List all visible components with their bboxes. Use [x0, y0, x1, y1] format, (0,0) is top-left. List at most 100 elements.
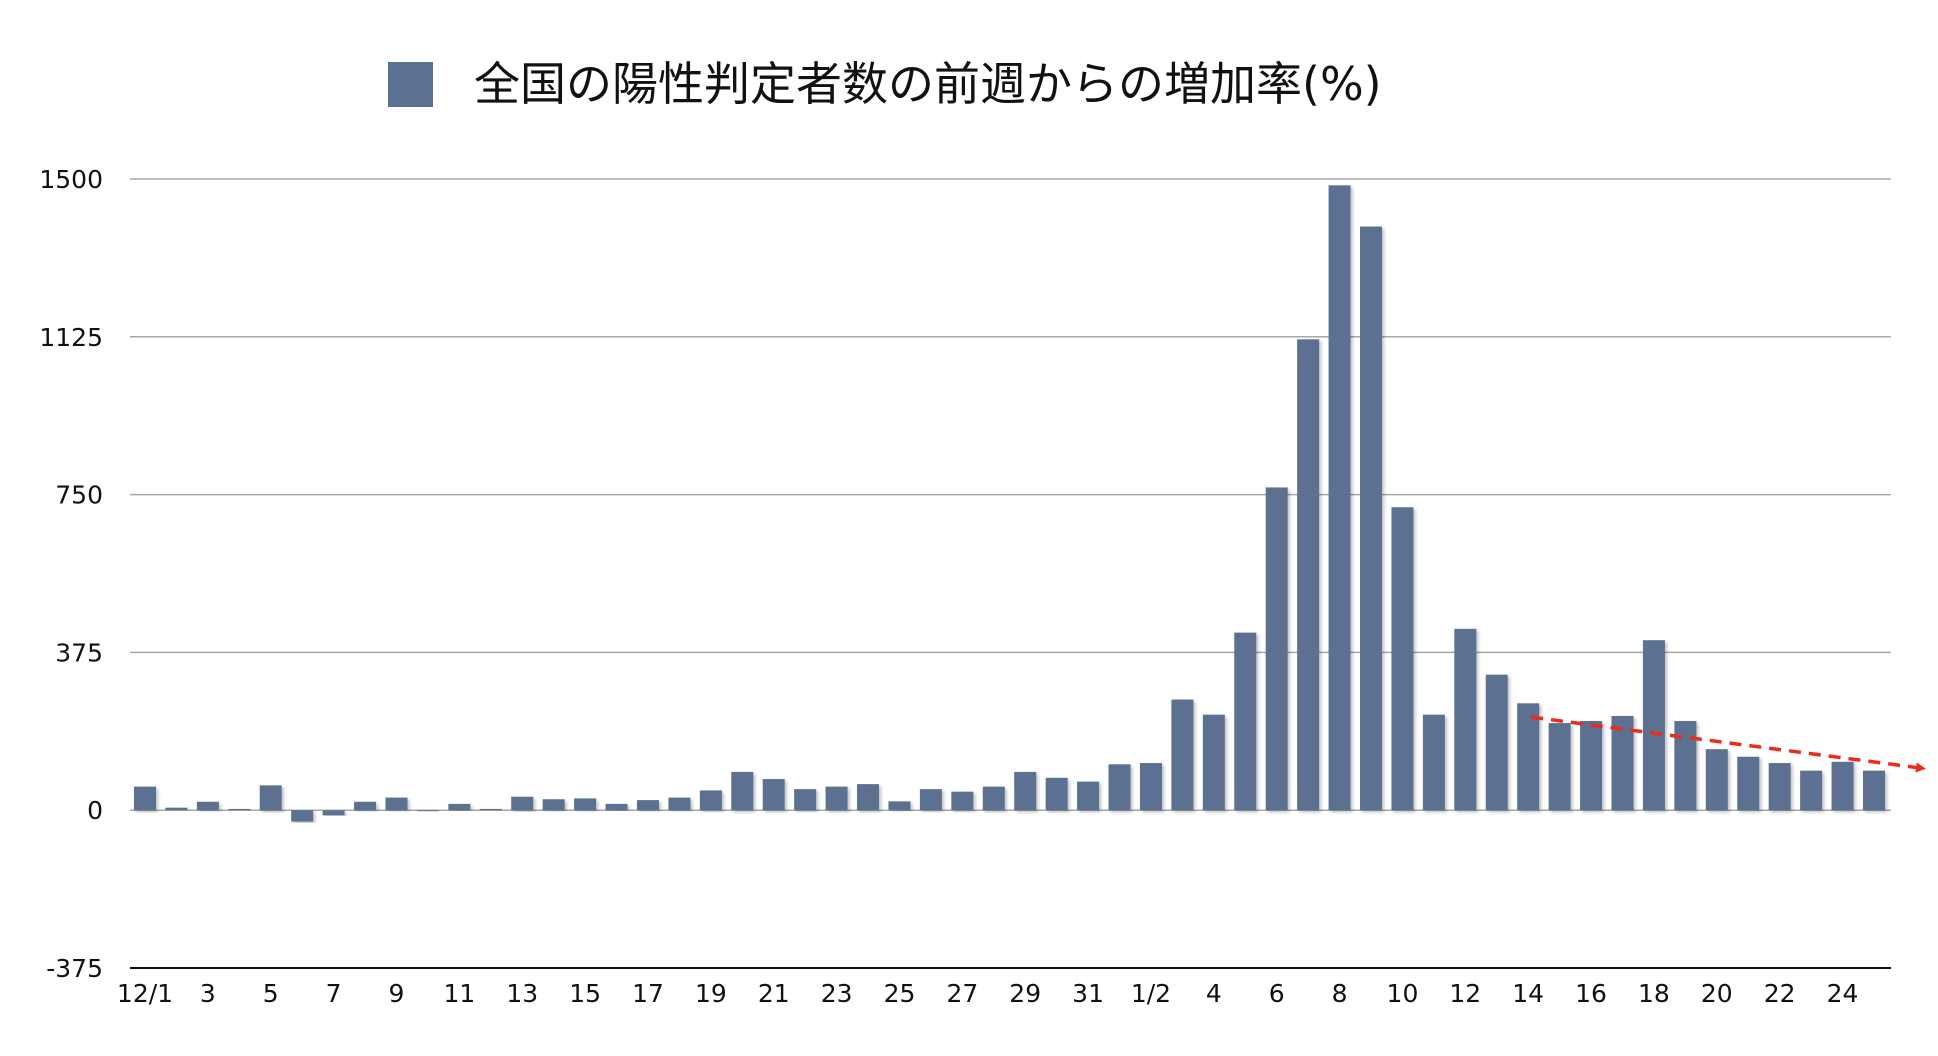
- bar-12-17: [636, 800, 659, 811]
- bar-12-24: [857, 784, 880, 811]
- y-axis-ticks: -375 0 375 750 1125 1500: [39, 165, 103, 983]
- x-tick-label: 24: [1827, 979, 1859, 1008]
- x-tick-label: 1/2: [1131, 979, 1171, 1008]
- x-tick-label: 15: [569, 979, 601, 1008]
- bar-12-10: [416, 810, 439, 812]
- bar-1-22: [1768, 763, 1791, 811]
- x-tick-label: 14: [1512, 979, 1544, 1008]
- x-tick-label: 20: [1701, 979, 1733, 1008]
- legend-swatch: [388, 62, 433, 107]
- x-tick-label: 8: [1332, 979, 1348, 1008]
- y-tick-label: 750: [55, 481, 103, 510]
- bar-12-13: [511, 796, 534, 811]
- x-tick-label: 31: [1072, 979, 1104, 1008]
- x-tick-label: 16: [1575, 979, 1607, 1008]
- chart-legend: 全国の陽性判定者数の前週からの増加率(%): [388, 57, 1382, 111]
- bar-12-4: [228, 808, 251, 811]
- y-tick-label: 1125: [39, 323, 103, 352]
- bar-1-20: [1705, 749, 1728, 811]
- bar-12-11: [448, 803, 471, 811]
- bar-12-30: [1045, 777, 1068, 811]
- x-tick-label: 4: [1206, 979, 1222, 1008]
- bars: [134, 185, 1885, 822]
- x-tick-label: 17: [632, 979, 664, 1008]
- gridlines: [130, 178, 1891, 811]
- bar-12-21: [762, 779, 785, 811]
- x-tick-label: 10: [1387, 979, 1419, 1008]
- bar-12-6: [291, 810, 314, 822]
- bar-1-6: [1265, 487, 1288, 811]
- bar-1-24: [1831, 761, 1854, 811]
- bar-1-16: [1580, 720, 1603, 811]
- bar-1-18: [1642, 640, 1665, 811]
- bar-1-2: [1139, 763, 1162, 811]
- bar-1-9: [1360, 226, 1383, 811]
- x-tick-label: 25: [884, 979, 916, 1008]
- bar-12-31: [1077, 781, 1100, 811]
- x-tick-label: 9: [389, 979, 405, 1008]
- x-tick-label: 23: [821, 979, 853, 1008]
- y-tick-label: 1500: [39, 165, 103, 194]
- bar-12-26: [919, 789, 942, 811]
- x-tick-label: 12: [1449, 979, 1481, 1008]
- bar-1-25: [1863, 770, 1885, 811]
- bar-12-15: [574, 798, 597, 811]
- bar-12-8: [354, 801, 377, 811]
- bar-12-9: [385, 797, 408, 811]
- bar-12-20: [731, 771, 754, 811]
- y-tick-label: -375: [46, 954, 103, 983]
- x-tick-label: 5: [263, 979, 279, 1008]
- x-tick-label: 19: [695, 979, 727, 1008]
- bar-1-21: [1737, 756, 1760, 811]
- bar-1-4: [1202, 714, 1225, 811]
- bar-12-19: [699, 790, 722, 811]
- x-tick-label: 21: [758, 979, 790, 1008]
- bar-12-7: [322, 810, 345, 816]
- bar-1-15: [1548, 723, 1571, 811]
- bar-1-7: [1297, 339, 1320, 811]
- bar-1-1: [1108, 764, 1131, 811]
- bar-1-11: [1422, 714, 1445, 811]
- bar-1-14: [1517, 703, 1540, 811]
- bar-12-22: [794, 789, 817, 811]
- bar-12-28: [982, 786, 1005, 811]
- x-tick-label: 11: [443, 979, 475, 1008]
- bar-1-10: [1391, 507, 1414, 811]
- x-tick-label: 13: [506, 979, 538, 1008]
- bar-1-19: [1674, 720, 1697, 811]
- y-tick-label: 0: [87, 796, 103, 825]
- bar-12-29: [1014, 771, 1037, 811]
- bar-1-5: [1234, 632, 1257, 811]
- bar-1-8: [1328, 185, 1351, 811]
- x-tick-label: 22: [1764, 979, 1796, 1008]
- bar-12-23: [825, 786, 848, 811]
- bar-12-2: [165, 807, 188, 811]
- trend-annotation: [1530, 715, 1926, 773]
- bar-12-1: [134, 786, 156, 811]
- bar-12-27: [951, 791, 974, 811]
- bar-12-25: [888, 801, 911, 811]
- x-axis-ticks: 12/1 3 5 7 9 11 13 15 17 19 21 23 25 27 29 31 1/2 4 6 8 10 12…: [117, 979, 1859, 1008]
- bar-1-13: [1485, 674, 1508, 811]
- trend-arrow: [1530, 715, 1926, 773]
- bar-1-23: [1800, 770, 1823, 811]
- bar-1-3: [1171, 699, 1194, 811]
- x-tick-label: 18: [1638, 979, 1670, 1008]
- bar-12-3: [196, 801, 219, 811]
- x-tick-label: 6: [1269, 979, 1285, 1008]
- bar-12-14: [542, 799, 565, 811]
- bar-1-17: [1611, 715, 1634, 811]
- x-tick-label: 29: [1009, 979, 1041, 1008]
- bar-12-5: [259, 785, 282, 811]
- x-tick-label: 7: [326, 979, 342, 1008]
- bar-12-16: [605, 803, 628, 811]
- x-tick-label: 12/1: [117, 979, 173, 1008]
- x-tick-label: 3: [200, 979, 216, 1008]
- bar-12-18: [668, 797, 691, 811]
- bar-12-12: [479, 808, 502, 811]
- x-tick-label: 27: [946, 979, 978, 1008]
- y-tick-label: 375: [55, 638, 103, 667]
- bar-1-12: [1454, 628, 1477, 811]
- chart-title: 全国の陽性判定者数の前週からの増加率(%): [474, 57, 1382, 111]
